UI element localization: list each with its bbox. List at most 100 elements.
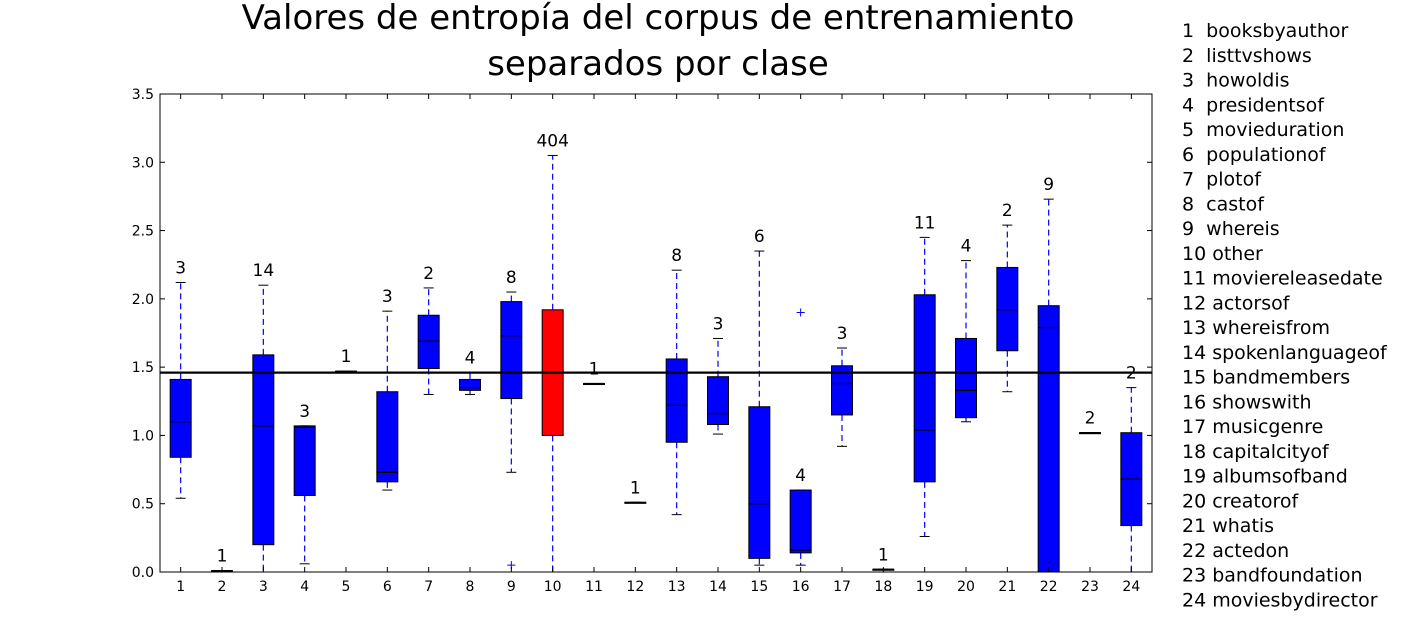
- box-group: 1: [335, 347, 357, 373]
- box-group: 4: [789, 308, 812, 566]
- box-group: 6: [748, 227, 771, 566]
- box-group: 3: [169, 258, 192, 499]
- chart-title-line-1: Valores de entropía del corpus de entren…: [242, 0, 1075, 38]
- x-tick-label: 24: [1122, 579, 1140, 595]
- box: [293, 425, 316, 497]
- box: [417, 314, 440, 370]
- legend: 1 booksbyauthor 2 listtvshows 3 howoldis4 …: [1182, 20, 1388, 611]
- box-group: 1: [872, 545, 895, 571]
- count-label: 11: [914, 213, 936, 233]
- count-label: 1: [589, 360, 600, 380]
- legend-entry: 24 moviesbydirector: [1182, 589, 1378, 611]
- x-tick-label: 14: [709, 579, 727, 595]
- count-label: 1: [878, 545, 889, 565]
- legend-entry: 10 other: [1182, 243, 1263, 265]
- box-group: 2: [417, 264, 440, 395]
- box: [913, 294, 936, 483]
- legend-entry: 8 castof: [1182, 193, 1265, 215]
- legend-entry: 19 albumsofband: [1182, 466, 1348, 488]
- box: [707, 376, 729, 426]
- box: [376, 391, 399, 483]
- count-label: 3: [175, 258, 186, 278]
- x-tick-label: 12: [626, 579, 644, 595]
- y-tick-label: 3.0: [132, 155, 154, 171]
- plot-marks: 3114313248404118364311142922: [160, 131, 1152, 573]
- y-tick-label: 2.5: [132, 224, 154, 240]
- x-tick-label: 7: [424, 579, 433, 595]
- legend-entry: 12 actorsof: [1182, 292, 1291, 314]
- x-tick-label: 17: [833, 579, 851, 595]
- box-group: 3: [831, 324, 853, 447]
- legend-entry: 22 actedon: [1182, 540, 1289, 562]
- count-label: 1: [630, 478, 641, 498]
- x-axis: 1 2 3 4 5 6 7 8 9 10 11 12 13 14 15 16 17 18 19 20 21 22 23 24: [176, 94, 1140, 595]
- x-tick-label: 21: [998, 579, 1016, 595]
- box: [169, 378, 192, 458]
- box-group: 8: [500, 268, 523, 570]
- legend-entry: 16 showswith: [1182, 391, 1312, 413]
- box-group: 404: [536, 131, 569, 573]
- box-group: 3: [376, 287, 399, 491]
- count-label: 1: [217, 547, 228, 567]
- box-group: 2: [1120, 364, 1143, 573]
- x-tick-label: 23: [1081, 579, 1099, 595]
- box: [789, 489, 812, 554]
- legend-entry: 13 whereisfrom: [1182, 317, 1330, 339]
- count-label: 2: [423, 264, 434, 284]
- box: [459, 378, 481, 391]
- box-group: 1: [624, 478, 647, 504]
- x-tick-label: 11: [585, 579, 603, 595]
- x-tick-label: 3: [259, 579, 268, 595]
- count-label: 2: [1002, 201, 1013, 221]
- box-group: 14: [252, 261, 275, 573]
- count-label: 8: [671, 246, 682, 266]
- count-label: 3: [837, 324, 848, 344]
- x-tick-label: 8: [466, 579, 475, 595]
- legend-entry: 17 musicgenre: [1182, 416, 1323, 438]
- box: [831, 365, 853, 416]
- box: [955, 337, 977, 419]
- x-tick-label: 6: [383, 579, 392, 595]
- box-group: 2: [1079, 409, 1101, 435]
- y-tick-label: 0.0: [132, 565, 154, 581]
- count-label: 8: [506, 268, 517, 288]
- count-label: 3: [382, 287, 393, 307]
- x-tick-label: 22: [1040, 579, 1058, 595]
- box-group: 1: [583, 360, 605, 386]
- count-label: 4: [795, 466, 806, 486]
- legend-entry: 5 movieduration: [1182, 119, 1344, 141]
- box: [1037, 305, 1060, 573]
- x-tick-label: 4: [300, 579, 309, 595]
- y-tick-label: 2.0: [132, 292, 154, 308]
- legend-entry: 14 spokenlanguageof: [1182, 342, 1388, 364]
- y-tick-label: 1.0: [132, 428, 154, 444]
- box: [665, 358, 688, 443]
- legend-entry: 21 whatis: [1182, 515, 1274, 537]
- count-label: 3: [299, 402, 310, 422]
- count-label: 3: [713, 314, 724, 334]
- box-group: 8: [665, 246, 688, 516]
- x-tick-label: 1: [176, 579, 185, 595]
- legend-entry: 7 plotof: [1182, 169, 1262, 191]
- x-tick-label: 9: [507, 579, 516, 595]
- y-tick-label: 3.5: [132, 87, 154, 103]
- legend-entry: 2 listtvshows: [1182, 45, 1312, 67]
- x-tick-label: 16: [792, 579, 810, 595]
- legend-entry: 23 bandfoundation: [1182, 565, 1363, 587]
- count-label: 2: [1085, 409, 1096, 429]
- legend-entry: 9 whereis: [1182, 218, 1280, 240]
- y-tick-label: 0.5: [132, 497, 154, 513]
- count-label: 9: [1043, 175, 1054, 195]
- box-group: 3: [293, 402, 316, 565]
- box: [252, 354, 275, 546]
- x-tick-label: 13: [668, 579, 686, 595]
- chart-title-line-2: separados por clase: [487, 44, 829, 84]
- box: [748, 406, 771, 559]
- count-label: 1: [341, 347, 352, 367]
- legend-entry: 20 creatorof: [1182, 490, 1299, 512]
- legend-entry: 18 capitalcityof: [1182, 441, 1330, 463]
- count-label: 4: [961, 237, 972, 257]
- x-tick-label: 15: [750, 579, 768, 595]
- box-group: 4: [955, 237, 977, 423]
